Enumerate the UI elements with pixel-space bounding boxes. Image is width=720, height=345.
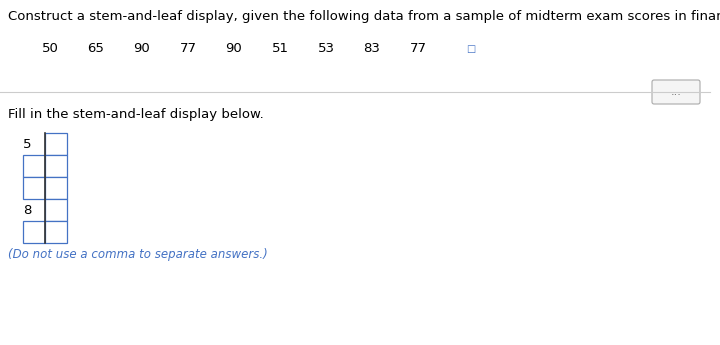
Bar bbox=[45, 177, 67, 199]
Text: ...: ... bbox=[670, 87, 681, 97]
Bar bbox=[45, 221, 67, 243]
Text: 5: 5 bbox=[22, 138, 31, 150]
FancyBboxPatch shape bbox=[652, 80, 700, 104]
Text: 65: 65 bbox=[88, 42, 104, 55]
Bar bbox=[45, 199, 67, 221]
Bar bbox=[45, 133, 67, 155]
Text: 50: 50 bbox=[42, 42, 58, 55]
Text: 90: 90 bbox=[225, 42, 243, 55]
Bar bbox=[45, 155, 67, 177]
Bar bbox=[23, 155, 45, 177]
Bar bbox=[23, 177, 45, 199]
Text: 8: 8 bbox=[22, 204, 31, 217]
Bar bbox=[23, 221, 45, 243]
Text: 51: 51 bbox=[271, 42, 289, 55]
Text: 77: 77 bbox=[179, 42, 197, 55]
Text: 77: 77 bbox=[410, 42, 426, 55]
Text: 83: 83 bbox=[364, 42, 380, 55]
Text: 90: 90 bbox=[134, 42, 150, 55]
Text: Construct a stem-and-leaf display, given the following data from a sample of mid: Construct a stem-and-leaf display, given… bbox=[8, 10, 720, 23]
Text: □: □ bbox=[466, 44, 475, 54]
Text: 53: 53 bbox=[318, 42, 335, 55]
Text: (Do not use a comma to separate answers.): (Do not use a comma to separate answers.… bbox=[8, 248, 268, 261]
Text: Fill in the stem-and-leaf display below.: Fill in the stem-and-leaf display below. bbox=[8, 108, 264, 121]
